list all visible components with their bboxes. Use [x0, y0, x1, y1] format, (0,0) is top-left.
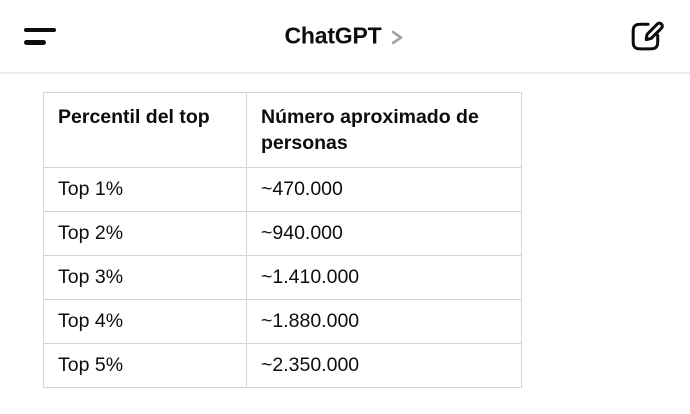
cell-people: ~940.000 [246, 211, 522, 256]
cell-percentile: Top 3% [43, 255, 247, 300]
model-selector[interactable]: ChatGPT [285, 23, 406, 50]
chevron-right-icon [391, 30, 403, 44]
cell-percentile: Top 4% [43, 299, 247, 344]
compose-icon [631, 21, 664, 51]
table-header-row: Percentil del top Número aproximado de p… [43, 92, 522, 168]
cell-people: ~2.350.000 [246, 343, 522, 388]
cell-percentile: Top 2% [43, 211, 247, 256]
chat-message-area: Percentil del top Número aproximado de p… [0, 74, 690, 388]
table-row: Top 2% ~940.000 [43, 211, 522, 256]
menu-icon-bar [24, 40, 46, 45]
table-row: Top 4% ~1.880.000 [43, 299, 522, 344]
cell-percentile: Top 5% [43, 343, 247, 388]
navbar: ChatGPT [0, 0, 690, 74]
column-header-people: Número aproximado de personas [246, 92, 522, 168]
table-row: Top 1% ~470.000 [43, 167, 522, 212]
column-header-percentile: Percentil del top [43, 92, 247, 168]
cell-percentile: Top 1% [43, 167, 247, 212]
cell-people: ~1.880.000 [246, 299, 522, 344]
new-chat-button[interactable] [626, 16, 666, 56]
app-title: ChatGPT [284, 22, 382, 49]
table-row: Top 5% ~2.350.000 [43, 343, 522, 388]
sidebar-menu-button[interactable] [24, 17, 62, 55]
percentile-table: Percentil del top Número aproximado de p… [43, 92, 522, 388]
menu-icon [24, 27, 56, 32]
cell-people: ~1.410.000 [246, 255, 522, 300]
table-row: Top 3% ~1.410.000 [43, 255, 522, 300]
cell-people: ~470.000 [246, 167, 522, 212]
